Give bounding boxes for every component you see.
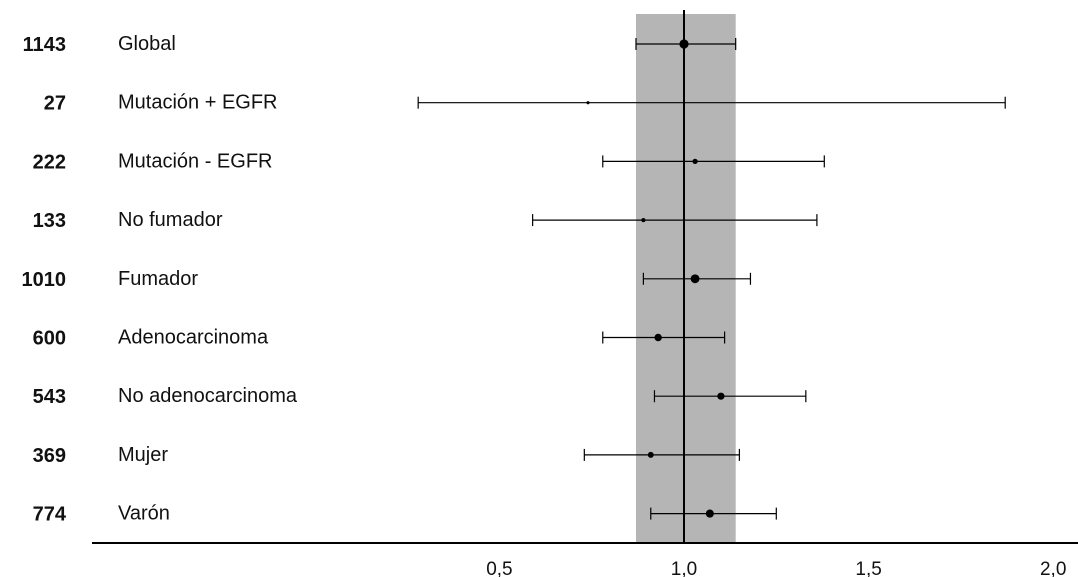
row-count: 600: [33, 328, 66, 350]
x-tick-label: 0,5: [486, 559, 512, 577]
row-label: Fumador: [118, 268, 198, 290]
forest-row: 600 Adenocarcinoma: [33, 327, 726, 350]
forest-row: 27 Mutación + EGFR: [44, 92, 1006, 115]
x-axis: 0,5 1,0 1,5 2,0: [92, 542, 1078, 577]
row-count: 222: [33, 151, 66, 173]
row-label: No adenocarcinoma: [118, 385, 298, 407]
point-estimate: [647, 451, 654, 458]
row-label: Varón: [118, 503, 170, 525]
point-estimate: [690, 274, 700, 284]
row-count: 369: [33, 445, 66, 467]
point-estimate: [679, 39, 689, 49]
point-estimate: [692, 158, 698, 165]
point-estimate: [586, 101, 590, 105]
row-count: 1143: [23, 34, 66, 56]
row-label: Mutación + EGFR: [118, 92, 278, 114]
forest-row: 774 Varón: [33, 503, 777, 526]
row-label: Adenocarcinoma: [118, 327, 269, 349]
forest-row: 543 No adenocarcinoma: [33, 385, 807, 408]
rows-layer: 1143 Global 27 Mutación + EGFR 222 Mutación -…: [22, 33, 1006, 526]
row-label: Global: [118, 33, 176, 55]
row-count: 774: [33, 504, 67, 526]
point-estimate: [641, 218, 646, 223]
row-count: 1010: [22, 269, 67, 291]
forest-row: 369 Mujer: [33, 444, 740, 467]
point-estimate: [717, 392, 725, 400]
forest-row: 222 Mutación - EGFR: [33, 150, 825, 173]
row-count: 27: [44, 93, 66, 115]
x-tick-label: 1,0: [671, 559, 697, 577]
row-count: 543: [33, 386, 66, 408]
forest-row: 1010 Fumador: [22, 268, 752, 291]
row-label: Mujer: [118, 444, 168, 466]
point-estimate: [705, 509, 714, 518]
x-tick-label: 1,5: [855, 559, 881, 577]
row-label: Mutación - EGFR: [118, 150, 272, 172]
row-label: No fumador: [118, 209, 223, 231]
forest-row: 1143 Global: [23, 33, 737, 56]
point-estimate: [654, 333, 662, 342]
forest-row: 133 No fumador: [33, 209, 818, 232]
row-count: 133: [33, 210, 66, 232]
x-tick-label: 2,0: [1040, 559, 1066, 577]
